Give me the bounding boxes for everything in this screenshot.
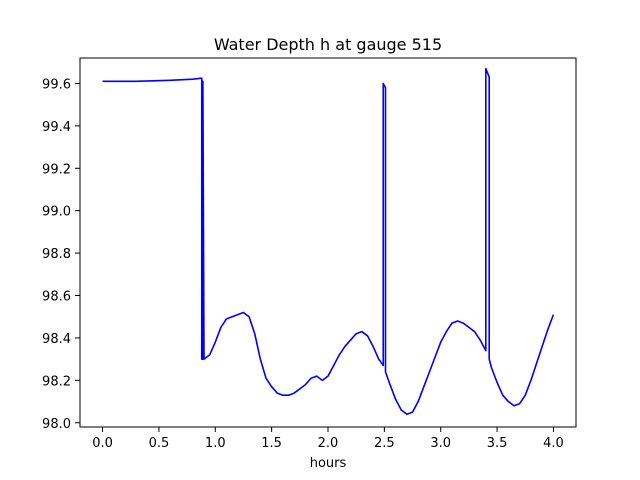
y-tick-label: 98.2	[42, 374, 71, 389]
x-tick-label: 0.5	[149, 436, 170, 451]
x-tick-label: 2.5	[374, 436, 395, 451]
y-tick-label: 98.0	[42, 417, 71, 432]
y-tick-label: 98.8	[42, 247, 71, 262]
y-tick-label: 99.4	[42, 120, 71, 135]
y-tick-label: 99.6	[42, 77, 71, 92]
x-tick-label: 3.0	[430, 436, 451, 451]
y-tick-label: 99.2	[42, 162, 71, 177]
x-axis: 0.0 0.5 1.0 1.5 2.0 2.5 3.0 3.5 4.0	[92, 427, 564, 451]
x-tick-label: 2.0	[318, 436, 339, 451]
x-tick-label: 0.0	[92, 436, 113, 451]
x-tick-label: 3.5	[487, 436, 508, 451]
x-tick-label: 1.5	[261, 436, 282, 451]
y-axis: 98.0 98.2 98.4 98.6 98.8 99.0 99.2 99.4 99.6	[42, 77, 80, 432]
x-tick-label: 1.0	[205, 436, 226, 451]
y-tick-label: 98.6	[42, 290, 71, 305]
chart-title: Water Depth h at gauge 515	[214, 35, 442, 54]
plot-frame	[79, 57, 577, 428]
series-line-0	[102, 67, 555, 416]
x-axis-label: hours	[310, 456, 347, 471]
y-tick-label: 98.4	[42, 332, 71, 347]
x-tick-label: 4.0	[543, 436, 564, 451]
y-tick-label: 99.0	[42, 205, 71, 220]
